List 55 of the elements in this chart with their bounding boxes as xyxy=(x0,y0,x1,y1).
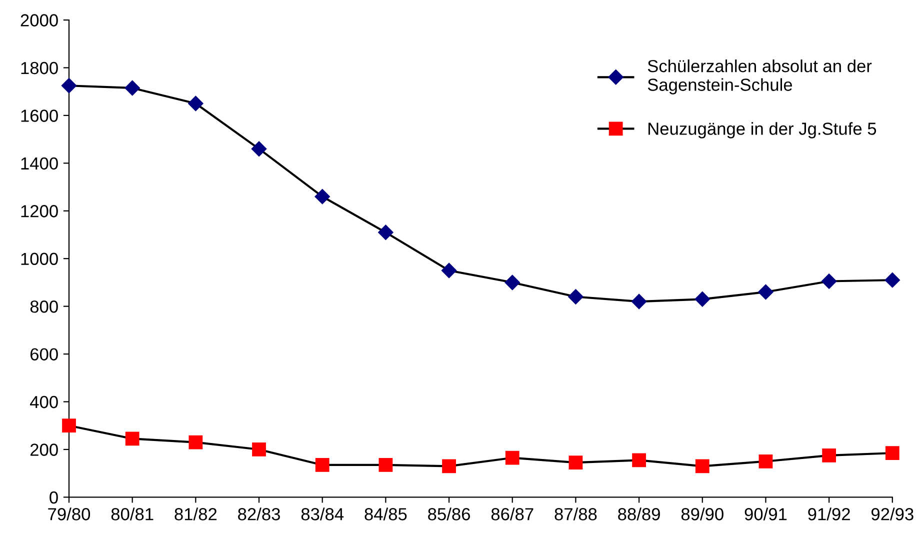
point xyxy=(251,141,267,156)
x-tick-label: 90/91 xyxy=(744,508,787,520)
x-tick-label: 82/83 xyxy=(238,508,280,520)
point xyxy=(61,78,77,94)
point xyxy=(758,284,774,300)
point xyxy=(504,274,520,290)
y-tick-label: 1800 xyxy=(21,62,58,74)
point xyxy=(125,432,140,446)
point xyxy=(188,96,204,112)
y-tick-label: 1600 xyxy=(21,110,58,122)
point xyxy=(568,289,584,304)
point xyxy=(568,456,583,470)
point xyxy=(252,442,266,456)
point xyxy=(822,448,836,462)
y-tick-label: 2000 xyxy=(20,14,58,26)
x-tick-label: 92/93 xyxy=(871,508,914,520)
x-tick-label: 89/90 xyxy=(681,508,724,520)
point xyxy=(442,459,456,474)
x-tick-label: 85/86 xyxy=(428,508,470,520)
point xyxy=(885,446,900,460)
x-tick-label: 83/84 xyxy=(301,508,344,520)
y-tick-label: 600 xyxy=(30,348,58,360)
point xyxy=(631,294,647,310)
point xyxy=(884,272,900,288)
x-tick-label: 84/85 xyxy=(364,508,407,520)
y-tick-label: 0 xyxy=(50,491,58,504)
x-tick-label: 88/89 xyxy=(618,508,660,520)
point xyxy=(695,459,710,474)
point xyxy=(632,453,646,468)
point xyxy=(694,292,710,307)
x-tick-label: 91/92 xyxy=(808,508,850,520)
legend-label: Schülerzahlen absolut an der Sagenstein-Schule xyxy=(648,60,872,94)
point xyxy=(441,262,457,278)
x-tick-label: 87/88 xyxy=(554,508,597,520)
y-tick-label: 200 xyxy=(30,444,58,456)
point xyxy=(378,224,394,240)
point xyxy=(758,454,773,468)
point xyxy=(188,435,203,450)
point xyxy=(505,450,520,465)
y-tick-label: 1000 xyxy=(21,252,58,266)
x-tick-label: 86/87 xyxy=(491,508,534,520)
x-tick-label: 79/80 xyxy=(48,508,90,520)
point xyxy=(314,188,330,204)
point xyxy=(378,458,393,472)
y-tick-label: 1200 xyxy=(21,205,58,218)
legend-label: Neuzugänge in der Jg.Stufe 5 xyxy=(648,122,876,138)
x-tick-label: 81/82 xyxy=(174,508,217,520)
y-tick-label: 800 xyxy=(30,300,58,313)
point xyxy=(62,418,76,433)
point xyxy=(124,80,140,96)
y-tick-label: 1400 xyxy=(21,157,58,170)
x-tick-label: 80/81 xyxy=(111,508,154,520)
point xyxy=(821,274,837,289)
point xyxy=(315,458,330,472)
y-tick-label: 400 xyxy=(30,396,58,408)
